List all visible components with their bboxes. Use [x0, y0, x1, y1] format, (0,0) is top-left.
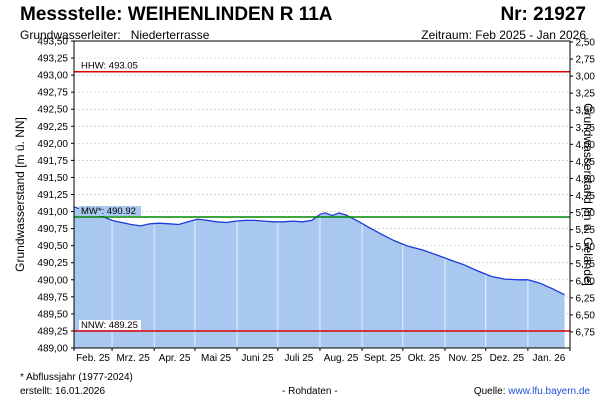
- y-tick-label: 492,00: [37, 139, 68, 150]
- y2-tick-label: 2,50: [576, 38, 596, 49]
- y2-tick-label: 2,75: [576, 55, 596, 66]
- x-tick-label: Aug. 25: [324, 353, 359, 364]
- x-tick-label: Juni 25: [241, 353, 274, 364]
- groundwater-line: [73, 206, 565, 296]
- x-tick-label: Juli 25: [284, 353, 313, 364]
- x-tick-label: Dez. 25: [490, 353, 525, 364]
- reference-label: MW*: 490.92: [81, 206, 136, 217]
- source: Quelle: www.lfu.bayern.de: [474, 386, 590, 397]
- x-tick-label: Mai 25: [201, 353, 231, 364]
- y-tick-label: 493,50: [37, 37, 68, 48]
- y2-tick-label: 4,75: [576, 191, 596, 202]
- aquifer-info: Grundwasserleiter: Niederterrasse: [20, 28, 209, 42]
- y-tick-label: 491,00: [37, 207, 68, 218]
- y-tick-label: 489,25: [37, 326, 68, 337]
- x-tick-label: Nov. 25: [448, 353, 482, 364]
- y2-axis-label: Grundwasserstand [m u. Gelände]: [581, 103, 595, 286]
- groundwater-area: [74, 206, 565, 348]
- y-tick-label: 490,50: [37, 241, 68, 252]
- x-tick-label: Apr. 25: [159, 353, 191, 364]
- reference-label: NNW: 489.25: [81, 320, 138, 331]
- y-tick-label: 491,50: [37, 173, 68, 184]
- y-tick-label: 489,00: [37, 344, 68, 355]
- y2-tick-label: 6,50: [576, 310, 596, 321]
- y2-tick-label: 3,75: [576, 123, 596, 134]
- y-tick-label: 491,25: [37, 190, 68, 201]
- source-link[interactable]: www.lfu.bayern.de: [508, 386, 590, 397]
- y-tick-label: 490,75: [37, 224, 68, 235]
- y-axis-label: Grundwasserstand [m ü. NN]: [13, 117, 27, 272]
- reference-label: HHW: 493.05: [81, 61, 138, 72]
- y-tick-label: 492,75: [37, 88, 68, 99]
- x-tick-label: Okt. 25: [408, 353, 441, 364]
- reference-label-bg: [79, 319, 141, 330]
- y2-tick-label: 4,25: [576, 157, 596, 168]
- y2-tick-label: 6,25: [576, 293, 596, 304]
- y-tick-label: 492,25: [37, 122, 68, 133]
- station-title: Messstelle: WEIHENLINDEN R 11A: [20, 4, 333, 25]
- y-tick-label: 493,00: [37, 71, 68, 82]
- y2-tick-label: 5,75: [576, 259, 596, 270]
- source-label: Quelle:: [473, 386, 506, 397]
- y2-tick-label: 4,50: [576, 174, 596, 185]
- footnote: * Abflussjahr (1977-2024): [20, 372, 133, 383]
- y-tick-label: 489,75: [37, 292, 68, 303]
- y2-tick-label: 3,00: [576, 72, 596, 83]
- y-tick-label: 493,25: [37, 54, 68, 65]
- aquifer-value: Niederterrasse: [130, 28, 210, 42]
- raw-data-label: - Rohdaten -: [282, 386, 338, 397]
- y2-tick-label: 6,75: [576, 327, 596, 338]
- y-tick-label: 490,00: [37, 275, 68, 286]
- y-tick-label: 491,75: [37, 156, 68, 167]
- reference-label-bg: [79, 206, 141, 217]
- y2-tick-label: 5,50: [576, 242, 596, 253]
- y2-tick-label: 3,25: [576, 89, 596, 100]
- x-tick-label: Sept. 25: [364, 353, 402, 364]
- y2-tick-label: 6,00: [576, 276, 596, 287]
- y-tick-label: 490,25: [37, 258, 68, 269]
- station-number: Nr: 21927: [500, 4, 586, 25]
- x-tick-label: Feb. 25: [76, 353, 110, 364]
- reference-label-bg: [79, 60, 141, 71]
- x-tick-label: Mrz. 25: [116, 353, 150, 364]
- created-date: erstellt: 16.01.2026: [20, 386, 106, 397]
- y2-tick-label: 5,00: [576, 208, 596, 219]
- y2-tick-label: 3,50: [576, 106, 596, 117]
- y2-tick-label: 5,25: [576, 225, 596, 236]
- y-tick-label: 489,50: [37, 309, 68, 320]
- aquifer-label: Grundwasserleiter:: [20, 28, 121, 42]
- y-tick-label: 492,50: [37, 105, 68, 116]
- y2-tick-label: 4,00: [576, 140, 596, 151]
- x-tick-label: Jan. 26: [533, 353, 566, 364]
- period-label: Zeitraum: Feb 2025 - Jan 2026: [421, 28, 586, 42]
